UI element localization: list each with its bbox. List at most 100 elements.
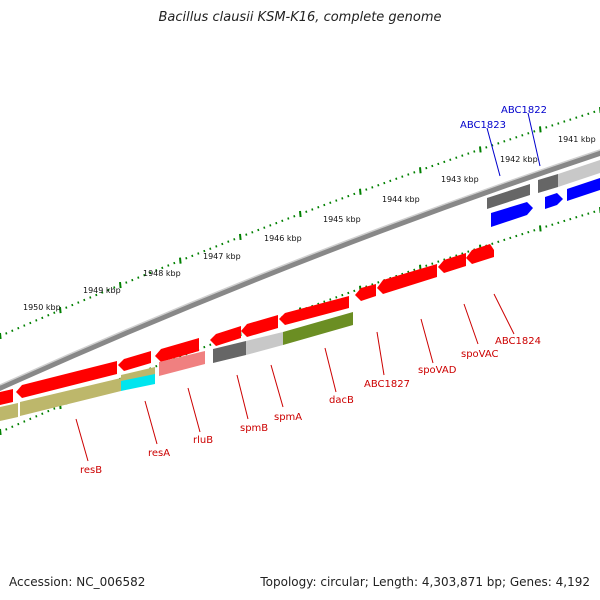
minor-tick bbox=[167, 264, 170, 267]
minor-tick bbox=[395, 177, 398, 180]
minor-tick bbox=[383, 181, 386, 185]
minor-tick bbox=[47, 409, 50, 413]
minor-tick bbox=[491, 242, 494, 245]
feature-abc1823 bbox=[491, 202, 533, 227]
minor-tick bbox=[131, 278, 134, 282]
gene-label-resa: resA bbox=[148, 448, 170, 459]
gene-label-abc1822: ABC1822 bbox=[501, 105, 547, 116]
kbp-labels: 1941 kbp 1942 kbp 1943 kbp 1944 kbp 1945… bbox=[23, 135, 596, 312]
feature-dacb-red bbox=[279, 296, 349, 325]
kbp-label: 1944 kbp bbox=[382, 195, 420, 204]
major-tick bbox=[539, 225, 542, 232]
kbp-label: 1941 kbp bbox=[558, 135, 596, 144]
minor-tick bbox=[563, 120, 566, 123]
feature-abc1822 bbox=[545, 193, 563, 209]
minor-tick bbox=[365, 188, 368, 191]
minor-tick bbox=[509, 236, 512, 240]
minor-tick bbox=[209, 343, 212, 346]
minor-tick bbox=[251, 231, 254, 234]
major-tick bbox=[59, 307, 62, 314]
gene-label-resb: resB bbox=[80, 465, 102, 476]
minor-tick bbox=[5, 332, 8, 335]
minor-tick bbox=[533, 130, 536, 133]
kbp-label: 1942 kbp bbox=[500, 155, 538, 164]
minor-tick bbox=[155, 364, 158, 368]
minor-tick bbox=[155, 269, 158, 272]
kbp-label: 1947 kbp bbox=[203, 252, 241, 261]
feature-light-gray bbox=[558, 160, 600, 187]
minor-tick bbox=[317, 206, 320, 209]
minor-tick bbox=[197, 252, 200, 255]
minor-tick bbox=[47, 314, 50, 317]
minor-tick bbox=[113, 286, 116, 289]
major-tick bbox=[419, 167, 422, 174]
feature-dark-gray bbox=[487, 184, 530, 209]
minor-tick bbox=[323, 300, 326, 303]
gene-label-abc1823: ABC1823 bbox=[460, 120, 506, 131]
minor-tick bbox=[347, 194, 350, 198]
feature-blue-right bbox=[567, 178, 600, 201]
minor-tick bbox=[431, 164, 434, 168]
minor-tick bbox=[443, 160, 446, 164]
minor-tick bbox=[341, 197, 344, 200]
minor-tick bbox=[533, 229, 536, 232]
major-tick bbox=[359, 188, 362, 195]
minor-tick bbox=[503, 140, 506, 143]
minor-tick bbox=[23, 324, 26, 327]
kbp-label: 1945 kbp bbox=[323, 215, 361, 224]
minor-tick bbox=[353, 192, 356, 196]
gene-label-abc1827: ABC1827 bbox=[364, 379, 410, 390]
minor-tick bbox=[515, 234, 518, 238]
minor-tick bbox=[173, 261, 176, 265]
minor-tick bbox=[407, 173, 410, 176]
minor-tick bbox=[41, 412, 44, 415]
gene-label-dacb: dacB bbox=[329, 395, 354, 406]
feature-dark-gray-2 bbox=[538, 174, 558, 193]
kbp-tick-ring bbox=[0, 107, 600, 340]
feature-khaki-left bbox=[0, 403, 18, 421]
minor-tick bbox=[437, 162, 440, 166]
minor-tick bbox=[389, 179, 392, 183]
feature-rlub-red bbox=[155, 338, 199, 362]
minor-tick bbox=[17, 326, 20, 330]
major-tick bbox=[0, 332, 2, 340]
minor-tick bbox=[35, 319, 38, 322]
minor-tick bbox=[431, 262, 434, 265]
minor-tick bbox=[503, 238, 506, 242]
feature-left-red bbox=[0, 389, 13, 405]
minor-tick bbox=[491, 144, 494, 147]
minor-tick bbox=[593, 110, 596, 114]
minor-tick bbox=[413, 268, 416, 272]
minor-tick bbox=[41, 316, 44, 320]
minor-tick bbox=[515, 136, 518, 139]
minor-tick bbox=[305, 210, 308, 213]
gene-label-rlub: rluB bbox=[193, 435, 213, 446]
minor-tick bbox=[161, 266, 164, 270]
minor-tick bbox=[149, 271, 152, 274]
minor-tick bbox=[185, 257, 188, 260]
minor-tick bbox=[209, 247, 212, 250]
minor-tick bbox=[83, 298, 86, 302]
minor-tick bbox=[551, 124, 554, 127]
minor-tick bbox=[581, 214, 584, 217]
minor-tick bbox=[11, 329, 14, 333]
minor-tick bbox=[77, 301, 80, 304]
minor-tick bbox=[233, 238, 236, 241]
feature-khaki bbox=[20, 378, 121, 416]
minor-tick bbox=[473, 150, 476, 153]
minor-tick bbox=[521, 232, 524, 236]
minor-tick bbox=[413, 171, 416, 174]
kbp-label: 1950 kbp bbox=[23, 303, 61, 312]
minor-tick bbox=[65, 306, 68, 309]
minor-tick bbox=[587, 112, 590, 116]
minor-tick bbox=[497, 240, 500, 244]
minor-tick bbox=[95, 293, 98, 297]
minor-tick bbox=[575, 116, 578, 119]
feature-dark-gray-3 bbox=[213, 341, 246, 363]
minor-tick bbox=[425, 166, 428, 170]
feature-olive bbox=[283, 312, 353, 345]
minor-tick bbox=[527, 132, 530, 135]
minor-tick bbox=[377, 281, 380, 284]
minor-tick bbox=[53, 311, 56, 314]
minor-tick bbox=[557, 122, 560, 125]
